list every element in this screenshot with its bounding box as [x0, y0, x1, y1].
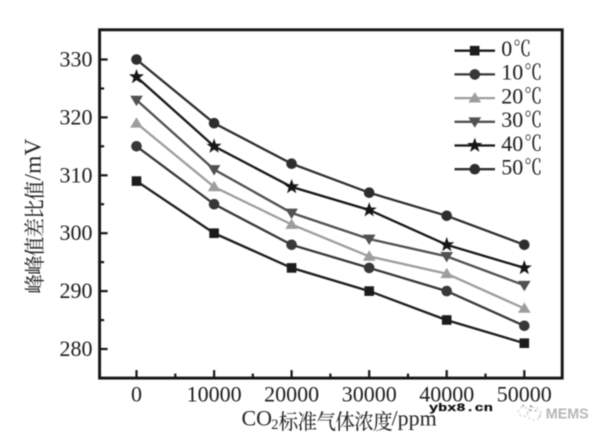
svg-text:300: 300	[60, 220, 93, 245]
svg-text:0: 0	[131, 382, 142, 407]
svg-text:2: 2	[271, 417, 278, 433]
svg-text:20: 20	[501, 83, 523, 108]
svg-text:50000: 50000	[497, 382, 552, 407]
svg-text:40000: 40000	[419, 382, 474, 407]
svg-text:50: 50	[501, 155, 523, 180]
svg-text:MEMS: MEMS	[546, 406, 589, 422]
svg-text:310: 310	[60, 162, 93, 187]
svg-text:10000: 10000	[187, 382, 242, 407]
svg-text:/ppm: /ppm	[392, 405, 437, 430]
svg-text:280: 280	[60, 336, 93, 361]
svg-text:/mV: /mV	[21, 139, 47, 181]
svg-text:CO: CO	[242, 405, 273, 430]
svg-text:10: 10	[501, 60, 523, 85]
svg-text:0: 0	[501, 36, 512, 61]
svg-text:30000: 30000	[342, 382, 397, 407]
svg-text:330: 330	[60, 47, 93, 72]
svg-text:290: 290	[60, 278, 93, 303]
svg-text:30: 30	[501, 107, 523, 132]
svg-text:20000: 20000	[264, 382, 319, 407]
svg-text:320: 320	[60, 104, 93, 129]
svg-text:ybx8.cn: ybx8.cn	[429, 402, 493, 414]
svg-text:40: 40	[501, 131, 523, 156]
